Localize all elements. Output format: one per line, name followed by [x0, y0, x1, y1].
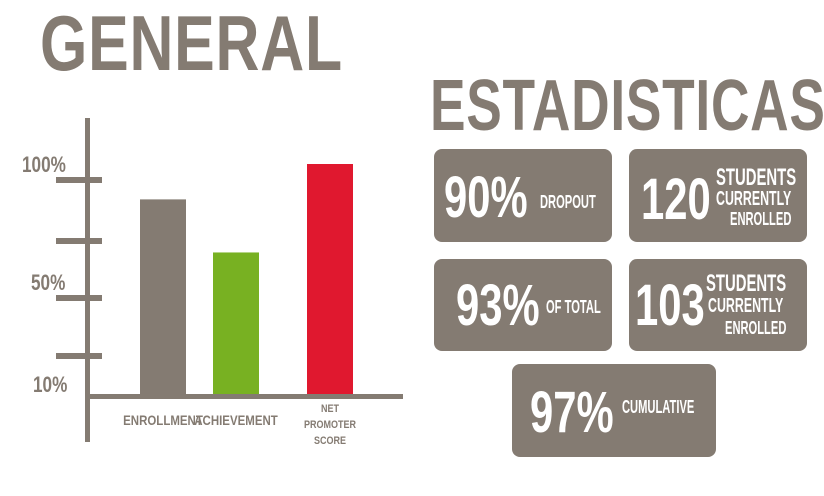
- stat-card-cumulative: 97% CUMULATIVE: [512, 364, 716, 457]
- stat-label: DROPOUT: [540, 192, 596, 212]
- y-tick-mark: [56, 238, 102, 244]
- bar-enrollment: [140, 199, 186, 394]
- stat-label: CUMULATIVE: [622, 397, 695, 417]
- x-category-label: ACHIEVEMENT: [194, 412, 278, 428]
- stat-value: 97%: [530, 380, 614, 445]
- chart-axes: [56, 118, 403, 442]
- stat-label: CURRENTLY: [708, 295, 784, 317]
- stats-title: ESTADISTICAS: [430, 66, 824, 146]
- stat-value: 120: [641, 167, 711, 232]
- stat-label: CURRENTLY: [716, 188, 792, 210]
- stat-label: OF TOTAL: [546, 297, 601, 317]
- y-tick-labels: 100% 50% 10%: [22, 153, 68, 398]
- stat-label: STUDENTS: [706, 270, 787, 297]
- y-tick-label: 10%: [33, 373, 68, 398]
- stat-card-of-total: 93% OF TOTAL: [434, 259, 612, 351]
- y-tick-mark: [56, 177, 102, 183]
- x-axis-line: [85, 394, 403, 399]
- stat-card-students-enrolled: 120 STUDENTS CURRENTLY ENROLLED: [629, 149, 807, 242]
- y-tick-mark: [56, 353, 102, 359]
- y-tick-label: 100%: [22, 153, 66, 178]
- x-category-label: ENROLLMENT: [123, 412, 203, 428]
- stat-label: ENROLLED: [725, 318, 787, 338]
- y-tick-mark: [56, 295, 102, 301]
- stat-card-dropout: 90% DROPOUT: [434, 149, 612, 242]
- stat-value: 103: [635, 273, 705, 338]
- chart-bars: [140, 164, 353, 394]
- page-title: GENERAL: [40, 0, 343, 87]
- x-category-label: NET PROMOTER SCORE: [304, 403, 357, 447]
- bar-net-promoter-score: [307, 164, 353, 394]
- stat-card-students-enrolled-2: 103 STUDENTS CURRENTLY ENROLLED: [629, 259, 807, 351]
- bar-achievement: [213, 252, 259, 394]
- stat-label: ENROLLED: [730, 209, 792, 229]
- stat-value: 90%: [444, 165, 528, 230]
- y-axis-line: [85, 118, 90, 442]
- stat-label: STUDENTS: [716, 164, 797, 191]
- y-tick-label: 50%: [31, 271, 66, 296]
- stat-value: 93%: [456, 273, 540, 338]
